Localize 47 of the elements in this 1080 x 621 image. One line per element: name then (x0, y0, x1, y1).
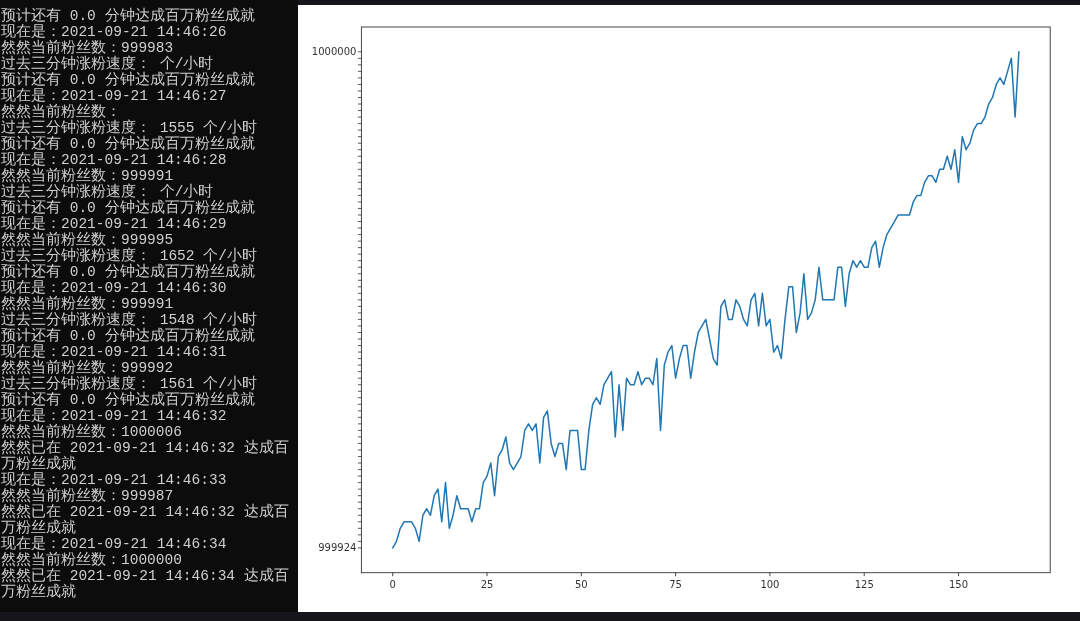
text: 现在是：2021-09-21 14:46:27 (1, 87, 227, 104)
x-tick-label: 150 (948, 578, 969, 590)
x-tick-label: 125 (854, 578, 874, 590)
text: 然然当前粉丝数：999991 (1, 167, 174, 184)
text: 然然当前粉丝数：999987 (1, 487, 174, 504)
y-tick-label: 999924 (318, 542, 357, 554)
text: 然然已在 2021-09-21 14:46:32 达成百 (1, 503, 289, 520)
text: 现在是：2021-09-21 14:46:28 (1, 151, 227, 168)
x-tick-label: 25 (480, 578, 494, 590)
text: 万粉丝成就 (1, 519, 76, 536)
text: 然然当前粉丝数：999992 (1, 359, 174, 376)
text: 现在是：2021-09-21 14:46:30 (1, 279, 227, 296)
text: 然然当前粉丝数： (1, 103, 121, 120)
text: 预计还有 0.0 分钟达成百万粉丝成就 (1, 263, 255, 280)
text: 过去三分钟涨粉速度： 1561 个/小时 (1, 375, 257, 392)
x-tick-label: 75 (669, 578, 682, 590)
text: 过去三分钟涨粉速度： 个/小时 (1, 55, 214, 72)
text: 预计还有 0.0 分钟达成百万粉丝成就 (1, 7, 255, 24)
text: 现在是：2021-09-21 14:46:32 (1, 407, 227, 424)
text: 预计还有 0.0 分钟达成百万粉丝成就 (1, 199, 255, 216)
text: 预计还有 0.0 分钟达成百万粉丝成就 (1, 391, 255, 408)
text: 然然当前粉丝数：999995 (1, 231, 174, 248)
text: 过去三分钟涨粉速度： 1555 个/小时 (1, 119, 257, 136)
text: 现在是：2021-09-21 14:46:31 (1, 343, 227, 360)
text: 预计还有 0.0 分钟达成百万粉丝成就 (1, 71, 255, 88)
text: 过去三分钟涨粉速度： 个/小时 (1, 183, 214, 200)
text: 然然当前粉丝数：1000006 (1, 423, 182, 440)
text: 万粉丝成就 (1, 583, 76, 600)
text: 预计还有 0.0 分钟达成百万粉丝成就 (1, 135, 255, 152)
text: 现在是：2021-09-21 14:46:34 (1, 535, 227, 552)
text: 现在是：2021-09-21 14:46:33 (1, 471, 227, 488)
text: 然然当前粉丝数：1000000 (1, 551, 182, 568)
text: 现在是：2021-09-21 14:46:29 (1, 215, 227, 232)
text: 然然当前粉丝数：999991 (1, 295, 174, 312)
text: 万粉丝成就 (1, 455, 76, 472)
text: 过去三分钟涨粉速度： 1652 个/小时 (1, 247, 257, 264)
line-series (391, 51, 1020, 549)
y-tick-label: 1000000 (311, 46, 357, 58)
text: 然然已在 2021-09-21 14:46:34 达成百 (1, 567, 289, 584)
text: 现在是：2021-09-21 14:46:26 (1, 23, 227, 40)
text: 预计还有 0.0 分钟达成百万粉丝成就 (1, 327, 255, 344)
text: 然然当前粉丝数：999983 (1, 39, 174, 56)
x-tick-label: 50 (574, 578, 588, 590)
text: 过去三分钟涨粉速度： 1548 个/小时 (1, 311, 257, 328)
x-tick-label: 100 (760, 578, 780, 590)
x-tick-label: 0 (389, 578, 396, 590)
text: 然然已在 2021-09-21 14:46:32 达成百 (1, 439, 289, 456)
